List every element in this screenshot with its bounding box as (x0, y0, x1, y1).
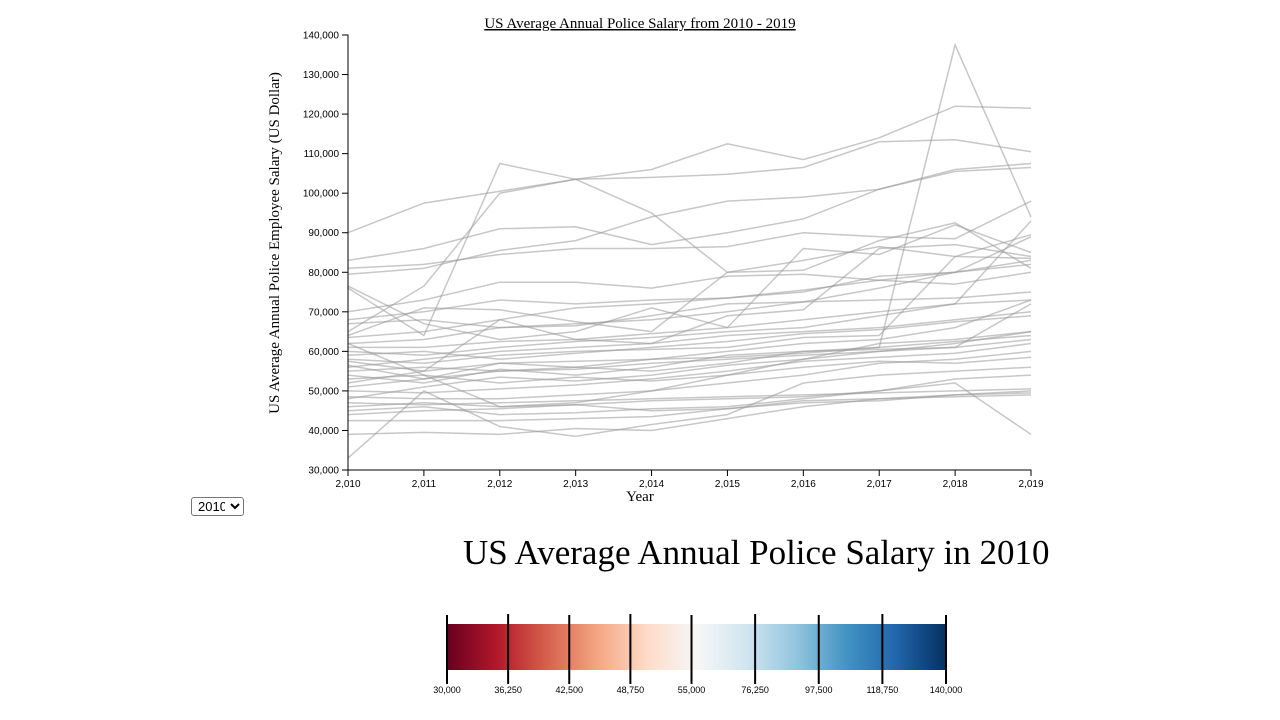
map-title: US Average Annual Police Salary in 2010 (463, 533, 1050, 572)
x-axis-line (347, 469, 1032, 476)
series-line (347, 236, 1032, 345)
series-line (347, 356, 1032, 384)
series-line (347, 366, 1032, 459)
series-line (348, 299, 1032, 349)
x-axis: 2,010 2,011 2,012 2,013 2,014 2,015 2,016 2,017… (335, 469, 1044, 490)
legend-ticks: 30,000 36,250 42,500 48,750 55,000 76,250 97,5… (433, 614, 962, 695)
series-line (347, 330, 1032, 408)
legend-tick-label: 48,750 (617, 685, 645, 695)
series-line (347, 271, 1032, 321)
y-tick-label: 100,000 (303, 189, 340, 200)
series-line (347, 338, 1032, 388)
line-chart: US Average Annual Police Salary from 201… (267, 16, 1044, 505)
year-select[interactable]: 2010 (191, 497, 244, 516)
series-line (347, 263, 1032, 313)
legend-tick-label: 118,750 (866, 685, 898, 695)
x-tick-label: 2,013 (563, 479, 588, 490)
series-line (347, 42, 1032, 384)
series-line (347, 139, 1032, 234)
series-line (347, 233, 1032, 364)
series-line (347, 350, 1032, 400)
y-tick-label: 130,000 (303, 70, 340, 81)
legend-tick-label: 140,000 (930, 685, 963, 695)
x-tick-label: 2,010 (335, 479, 360, 490)
y-axis-line (342, 34, 349, 471)
x-tick-label: 2,018 (943, 479, 968, 490)
series-line (347, 243, 1032, 372)
x-tick-label: 2,017 (867, 479, 892, 490)
x-tick-label: 2,014 (639, 479, 664, 490)
x-tick-label: 2,019 (1018, 479, 1043, 490)
x-tick-label: 2,012 (487, 479, 512, 490)
series-line (347, 299, 1032, 372)
color-legend: 30,000 36,250 42,500 48,750 55,000 76,250 97,5… (433, 614, 962, 695)
x-axis-label: Year (626, 489, 654, 505)
series-line (347, 374, 1032, 416)
y-tick-label: 60,000 (308, 347, 339, 358)
legend-tick-label: 36,250 (494, 685, 522, 695)
legend-tick-label: 42,500 (555, 685, 583, 695)
series-line (347, 388, 1032, 406)
legend-gradient-bar (447, 624, 946, 670)
series-line (347, 245, 1032, 337)
series-line (347, 259, 1032, 339)
chart-title: US Average Annual Police Salary from 201… (484, 16, 795, 32)
series-lines (347, 42, 1032, 459)
y-tick-label: 110,000 (304, 149, 340, 160)
series-line (347, 223, 1032, 341)
legend-tick-label: 97,500 (805, 685, 833, 695)
series-line (347, 394, 1032, 436)
legend-tick-label: 55,000 (678, 685, 706, 695)
series-line (347, 105, 1032, 337)
y-axis: 30,000 40,000 50,000 60,000 70,000 80,000 90,0… (303, 31, 349, 477)
x-tick-label: 2,011 (412, 479, 437, 490)
series-line (347, 178, 1032, 333)
y-axis-label: US Average Annual Police Employee Salary… (267, 72, 283, 414)
series-line (348, 390, 1032, 422)
series-line (347, 291, 1032, 329)
y-tick-label: 40,000 (308, 426, 339, 437)
series-line (347, 166, 1032, 276)
y-tick-label: 70,000 (308, 307, 339, 318)
legend-tick-label: 76,250 (741, 685, 769, 695)
x-tick-label: 2,015 (715, 479, 740, 490)
x-tick-label: 2,016 (791, 479, 816, 490)
y-tick-label: 50,000 (308, 386, 339, 397)
y-tick-label: 80,000 (308, 268, 339, 279)
series-line (347, 392, 1032, 412)
series-line (347, 220, 1032, 357)
y-tick-label: 140,000 (303, 31, 340, 42)
legend-tick-label: 30,000 (433, 685, 461, 695)
series-line (347, 382, 1032, 436)
series-line (347, 303, 1032, 380)
series-line (347, 315, 1032, 361)
series-line (347, 330, 1032, 400)
y-tick-label: 90,000 (308, 228, 339, 239)
y-tick-label: 120,000 (303, 110, 340, 121)
y-tick-label: 30,000 (308, 466, 339, 477)
